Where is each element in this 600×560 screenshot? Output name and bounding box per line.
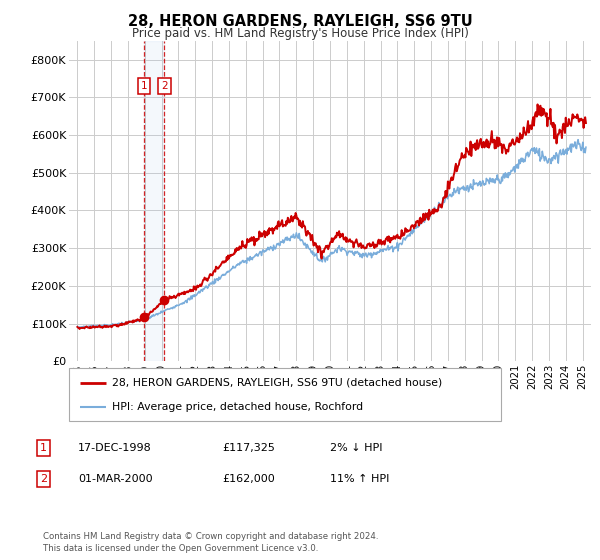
Text: Price paid vs. HM Land Registry's House Price Index (HPI): Price paid vs. HM Land Registry's House … [131,27,469,40]
Text: £162,000: £162,000 [222,474,275,484]
Text: £117,325: £117,325 [222,443,275,453]
Text: Contains HM Land Registry data © Crown copyright and database right 2024.: Contains HM Land Registry data © Crown c… [43,532,379,541]
Text: 11% ↑ HPI: 11% ↑ HPI [330,474,389,484]
Text: 01-MAR-2000: 01-MAR-2000 [78,474,152,484]
Text: 2% ↓ HPI: 2% ↓ HPI [330,443,383,453]
Text: 28, HERON GARDENS, RAYLEIGH, SS6 9TU: 28, HERON GARDENS, RAYLEIGH, SS6 9TU [128,14,472,29]
Text: 1: 1 [40,443,47,453]
Text: 2: 2 [161,81,168,91]
Text: 2: 2 [40,474,47,484]
Text: 17-DEC-1998: 17-DEC-1998 [78,443,152,453]
Text: HPI: Average price, detached house, Rochford: HPI: Average price, detached house, Roch… [112,402,364,412]
FancyBboxPatch shape [69,368,501,421]
Bar [144,41,164,361]
Text: 1: 1 [141,81,148,91]
Text: 28, HERON GARDENS, RAYLEIGH, SS6 9TU (detached house): 28, HERON GARDENS, RAYLEIGH, SS6 9TU (de… [112,378,442,388]
Text: This data is licensed under the Open Government Licence v3.0.: This data is licensed under the Open Gov… [43,544,319,553]
